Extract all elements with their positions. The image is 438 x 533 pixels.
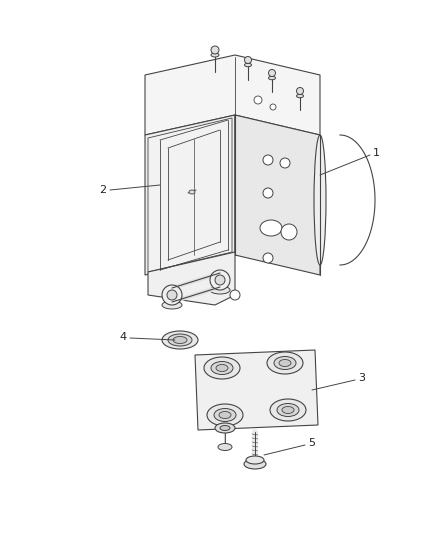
Ellipse shape bbox=[162, 331, 198, 349]
Ellipse shape bbox=[214, 408, 236, 422]
Ellipse shape bbox=[219, 411, 231, 418]
Ellipse shape bbox=[244, 63, 251, 67]
Ellipse shape bbox=[168, 334, 192, 346]
Ellipse shape bbox=[260, 220, 282, 236]
Text: 1: 1 bbox=[372, 148, 379, 158]
Ellipse shape bbox=[279, 359, 291, 367]
Circle shape bbox=[254, 96, 262, 104]
Polygon shape bbox=[195, 350, 318, 430]
Circle shape bbox=[167, 290, 177, 300]
Ellipse shape bbox=[268, 76, 276, 80]
Text: 5: 5 bbox=[308, 438, 315, 448]
Circle shape bbox=[263, 253, 273, 263]
Polygon shape bbox=[235, 115, 320, 275]
Text: 2: 2 bbox=[99, 185, 106, 195]
Circle shape bbox=[297, 87, 304, 94]
Ellipse shape bbox=[244, 459, 266, 469]
Ellipse shape bbox=[211, 361, 233, 375]
Circle shape bbox=[270, 104, 276, 110]
Circle shape bbox=[215, 275, 225, 285]
Circle shape bbox=[244, 56, 251, 63]
Circle shape bbox=[162, 285, 182, 305]
Circle shape bbox=[281, 224, 297, 240]
Text: 4: 4 bbox=[120, 332, 127, 342]
Circle shape bbox=[280, 158, 290, 168]
Circle shape bbox=[211, 46, 219, 54]
Circle shape bbox=[268, 69, 276, 77]
Ellipse shape bbox=[274, 357, 296, 369]
Ellipse shape bbox=[173, 336, 187, 343]
Ellipse shape bbox=[215, 423, 235, 433]
Ellipse shape bbox=[277, 403, 299, 416]
Ellipse shape bbox=[207, 404, 243, 426]
Ellipse shape bbox=[267, 352, 303, 374]
Ellipse shape bbox=[204, 357, 240, 379]
Ellipse shape bbox=[162, 301, 182, 309]
Ellipse shape bbox=[314, 135, 326, 265]
Circle shape bbox=[263, 188, 273, 198]
Ellipse shape bbox=[218, 443, 232, 450]
Circle shape bbox=[263, 155, 273, 165]
Ellipse shape bbox=[189, 190, 195, 194]
Ellipse shape bbox=[297, 94, 304, 98]
Circle shape bbox=[210, 270, 230, 290]
Polygon shape bbox=[148, 118, 232, 272]
Ellipse shape bbox=[211, 53, 219, 57]
Polygon shape bbox=[145, 55, 320, 135]
Text: 3: 3 bbox=[358, 373, 365, 383]
Ellipse shape bbox=[270, 399, 306, 421]
Ellipse shape bbox=[220, 425, 230, 431]
Ellipse shape bbox=[246, 456, 264, 464]
Ellipse shape bbox=[210, 286, 230, 294]
Ellipse shape bbox=[282, 407, 294, 414]
Polygon shape bbox=[145, 115, 235, 275]
Circle shape bbox=[230, 290, 240, 300]
Polygon shape bbox=[148, 252, 235, 305]
Ellipse shape bbox=[216, 365, 228, 372]
